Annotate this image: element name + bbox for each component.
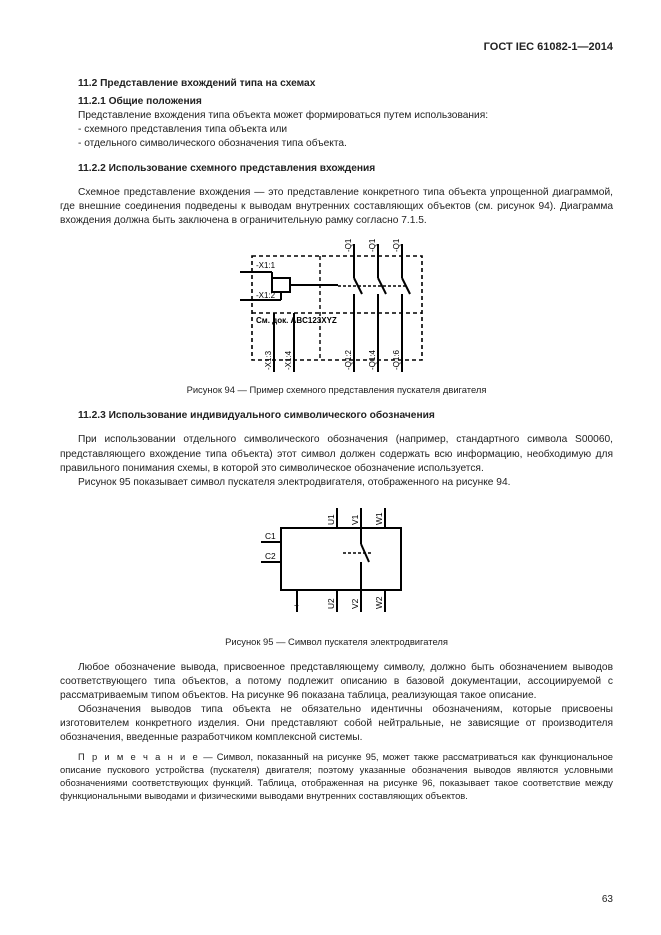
figure-94-diagram: -X1:1 -X1:2 См. док. ABC123XYZ -Q1:1 -Q1… (232, 238, 442, 378)
fig94-label-x1-4: -X1:4 (284, 351, 293, 371)
fig94-label-q1-6: -Q1:6 (392, 350, 401, 371)
fig94-label-docref: См. док. ABC123XYZ (256, 316, 337, 325)
figure-95-caption: Рисунок 95 — Символ пускателя электродви… (60, 636, 613, 649)
document-code: ГОСТ IEC 61082-1—2014 (60, 40, 613, 55)
page-number: 63 (602, 893, 613, 907)
fig94-label-q1-4: -Q1:4 (368, 350, 377, 371)
para-after95-1: Любое обозначение вывода, присвоенное пр… (60, 661, 613, 703)
figure-94-caption: Рисунок 94 — Пример схемного представлен… (60, 384, 613, 397)
fig95-u2: U2 (326, 598, 336, 609)
heading-11-2: 11.2 Представление вхождений типа на схе… (60, 77, 613, 91)
para-after95-2: Обозначения выводов типа объекта не обяз… (60, 703, 613, 745)
para-11-2-3-1: При использовании отдельного символическ… (60, 433, 613, 475)
fig94-label-q1-5: -Q1:5 (392, 238, 401, 252)
para-11-2-3-2: Рисунок 95 показывает символ пускателя э… (60, 476, 613, 490)
para-11-2-2: Схемное представление вхождения — это пр… (60, 186, 613, 228)
figure-95-diagram: U1 V1 W1 C1 C2 + U2 V2 W2 (247, 500, 427, 630)
fig95-plus: + (294, 600, 299, 610)
list-item-2: - отдельного символического обозначения … (60, 137, 613, 151)
list-item-1: - схемного представления типа объекта ил… (60, 123, 613, 137)
heading-11-2-2: 11.2.2 Использование схемного представле… (60, 162, 613, 176)
fig94-label-q1-1: -Q1:1 (344, 238, 353, 252)
fig95-u1: U1 (326, 514, 336, 525)
fig95-c1: C1 (265, 531, 276, 541)
fig95-w2: W2 (374, 596, 384, 609)
fig94-label-q1-2: -Q1:2 (344, 350, 353, 371)
page: ГОСТ IEC 61082-1—2014 11.2 Представление… (0, 0, 661, 935)
fig95-w1: W1 (374, 512, 384, 525)
para-11-2-1-intro: Представление вхождения типа объекта мож… (60, 109, 613, 123)
note-label: П р и м е ч а н и е (78, 751, 199, 762)
fig95-v1: V1 (350, 514, 360, 525)
heading-11-2-3: 11.2.3 Использование индивидуального сим… (60, 409, 613, 423)
fig94-label-x1-2: -X1:2 (256, 291, 276, 300)
fig95-c2: C2 (265, 551, 276, 561)
fig94-label-x1-3: -X1:3 (264, 351, 273, 371)
heading-11-2-1: 11.2.1 Общие положения (60, 95, 613, 109)
fig94-label-x1-1: -X1:1 (256, 261, 276, 270)
note: П р и м е ч а н и е — Символ, показанный… (60, 751, 613, 803)
fig94-label-q1-3: -Q1:3 (368, 238, 377, 252)
fig95-v2: V2 (350, 598, 360, 609)
